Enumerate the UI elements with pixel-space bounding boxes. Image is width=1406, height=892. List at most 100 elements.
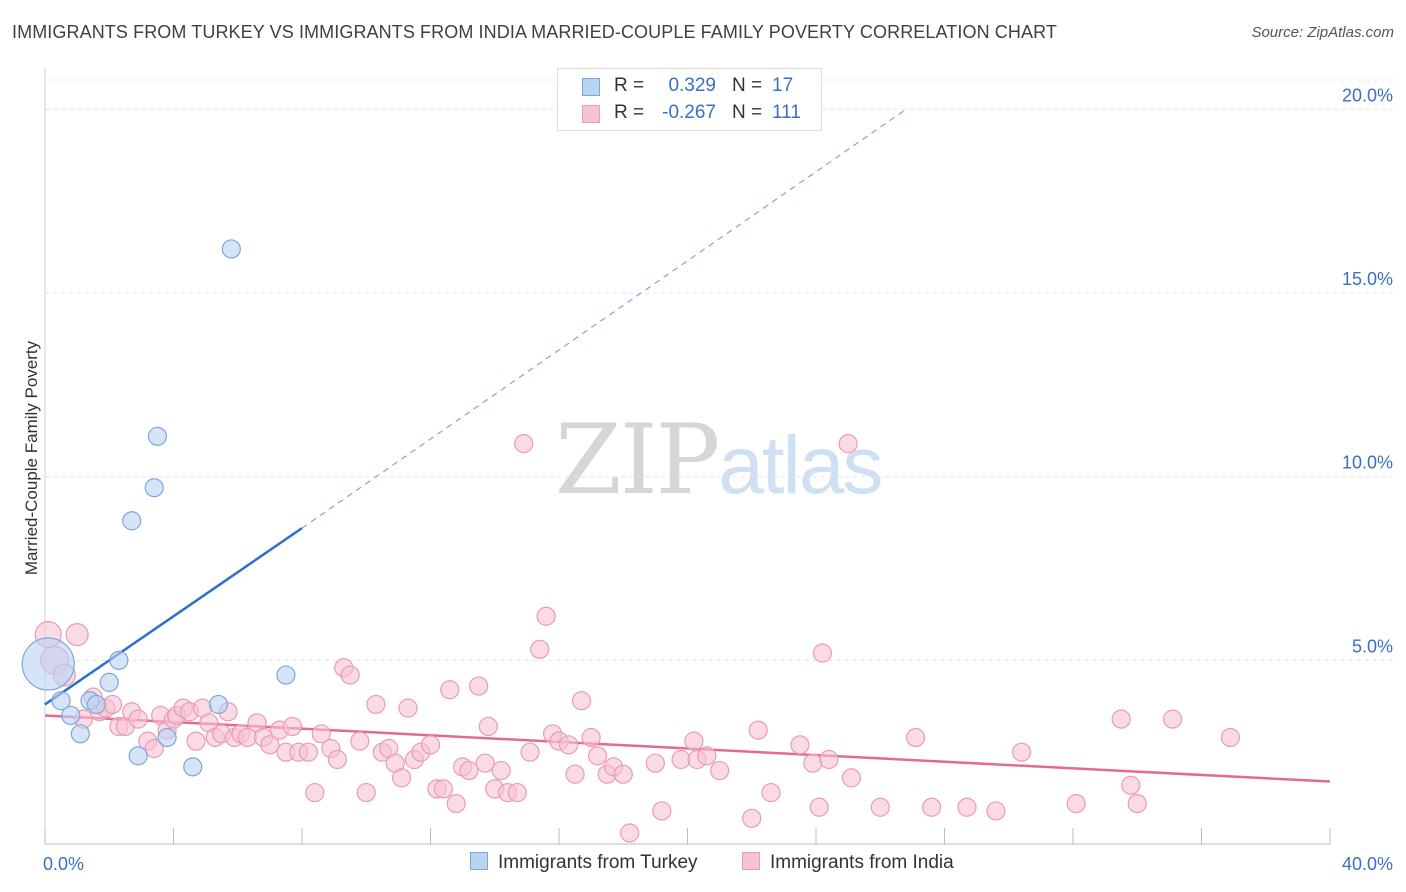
trend-lines (44, 108, 1331, 783)
turkey-point (21, 637, 75, 691)
turkey-point (221, 239, 241, 259)
india-point (478, 716, 498, 737)
india-point (812, 643, 833, 663)
india-point (571, 691, 592, 711)
india-point (530, 639, 550, 659)
india-point (671, 749, 691, 770)
india-point (748, 720, 768, 740)
legend-r-value: 0.329 (668, 75, 716, 96)
india-point (790, 735, 810, 755)
india-point (144, 738, 164, 759)
source-label: Source: ZipAtlas.com (1251, 24, 1394, 41)
y-tick-label: 20.0% (1342, 85, 1393, 105)
series-swatch-turkey (470, 852, 488, 870)
india-point (311, 724, 331, 744)
india-point (391, 768, 412, 788)
legend-r-value: -0.267 (662, 102, 716, 123)
india-point (1162, 709, 1183, 729)
india-point (587, 746, 608, 766)
turkey-point (144, 478, 164, 498)
legend-n-value: 17 (772, 75, 794, 96)
turkey-trend-line (44, 527, 303, 706)
legend-n-value: 111 (772, 102, 801, 123)
india-point (710, 760, 730, 781)
india-point (398, 698, 418, 718)
india-point (645, 753, 665, 773)
india-point (957, 797, 977, 817)
legend-n-label: N = (732, 75, 763, 96)
turkey-point (61, 705, 81, 726)
x-tick-label-min: 0.0% (43, 854, 84, 874)
series-legend-turkey[interactable]: Immigrants from Turkey (470, 852, 698, 874)
y-tick-label: 5.0% (1352, 636, 1393, 656)
india-point (350, 731, 370, 751)
india-point (905, 727, 926, 748)
india-point (260, 735, 280, 755)
india-point (298, 742, 319, 762)
turkey-point (128, 746, 148, 766)
india-point (684, 731, 704, 751)
india-point (613, 764, 633, 784)
india-point (433, 779, 453, 799)
series-name-india: Immigrants from India (770, 852, 954, 873)
india-point (581, 727, 601, 748)
india-point (514, 434, 534, 454)
gridlines (45, 79, 1395, 661)
turkey-point (122, 511, 142, 531)
india-point (922, 797, 942, 817)
india-point (366, 694, 386, 715)
series-swatch-india (742, 852, 760, 870)
turkey-point (99, 672, 119, 692)
x-tick-label-max: 40.0% (1342, 854, 1393, 874)
turkey-point (86, 694, 107, 715)
legend-swatch-india (582, 105, 600, 123)
india-point (520, 742, 540, 762)
y-axis-title: Married-Couple Family Poverty (22, 340, 41, 576)
india-point (340, 665, 360, 685)
india-point (838, 434, 858, 454)
india-point (1127, 793, 1147, 814)
india-point (282, 716, 302, 737)
india-point (1011, 742, 1032, 762)
chart-title: IMMIGRANTS FROM TURKEY VS IMMIGRANTS FRO… (12, 22, 1057, 42)
india-point (469, 676, 489, 696)
india-point (65, 623, 89, 647)
india-point (742, 808, 762, 828)
india-point (1066, 793, 1086, 814)
india-point (420, 735, 441, 755)
india-point (1220, 727, 1241, 748)
turkey-point (276, 665, 296, 685)
turkey-point (70, 724, 90, 744)
series-name-turkey: Immigrants from Turkey (498, 852, 698, 873)
turkey-trend-extension (301, 108, 907, 529)
watermark-atlas: atlas (718, 420, 883, 511)
axes (44, 68, 1331, 845)
india-point (305, 782, 325, 803)
watermark: ZIPatlas (555, 404, 883, 516)
india-point (475, 753, 495, 773)
correlation-legend: R = 0.329 N = 17 R = -0.267 N = 111 (557, 68, 822, 131)
india-point (841, 768, 861, 788)
tick-labels: 5.0% 10.0% 15.0% 20.0% 0.0% 40.0% (43, 85, 1393, 874)
india-point (819, 749, 839, 770)
india-point (102, 694, 123, 715)
turkey-point (157, 727, 177, 748)
india-point (491, 760, 511, 781)
india-point (356, 782, 376, 803)
india-point (128, 709, 148, 729)
legend-n-label: N = (732, 102, 763, 123)
turkey-point (183, 757, 203, 777)
y-tick-label: 15.0% (1342, 269, 1393, 289)
india-point (697, 746, 717, 766)
india-point (1121, 775, 1141, 795)
legend-r-label: R = (614, 102, 645, 123)
turkey-point (147, 426, 168, 446)
series-legend-india[interactable]: Immigrants from India (742, 852, 954, 874)
india-point (536, 606, 556, 626)
y-tick-label: 10.0% (1342, 453, 1393, 473)
india-point (459, 760, 479, 781)
india-point (440, 680, 460, 700)
india-point (809, 797, 829, 817)
india-point (652, 801, 672, 821)
turkey-point (109, 650, 129, 670)
